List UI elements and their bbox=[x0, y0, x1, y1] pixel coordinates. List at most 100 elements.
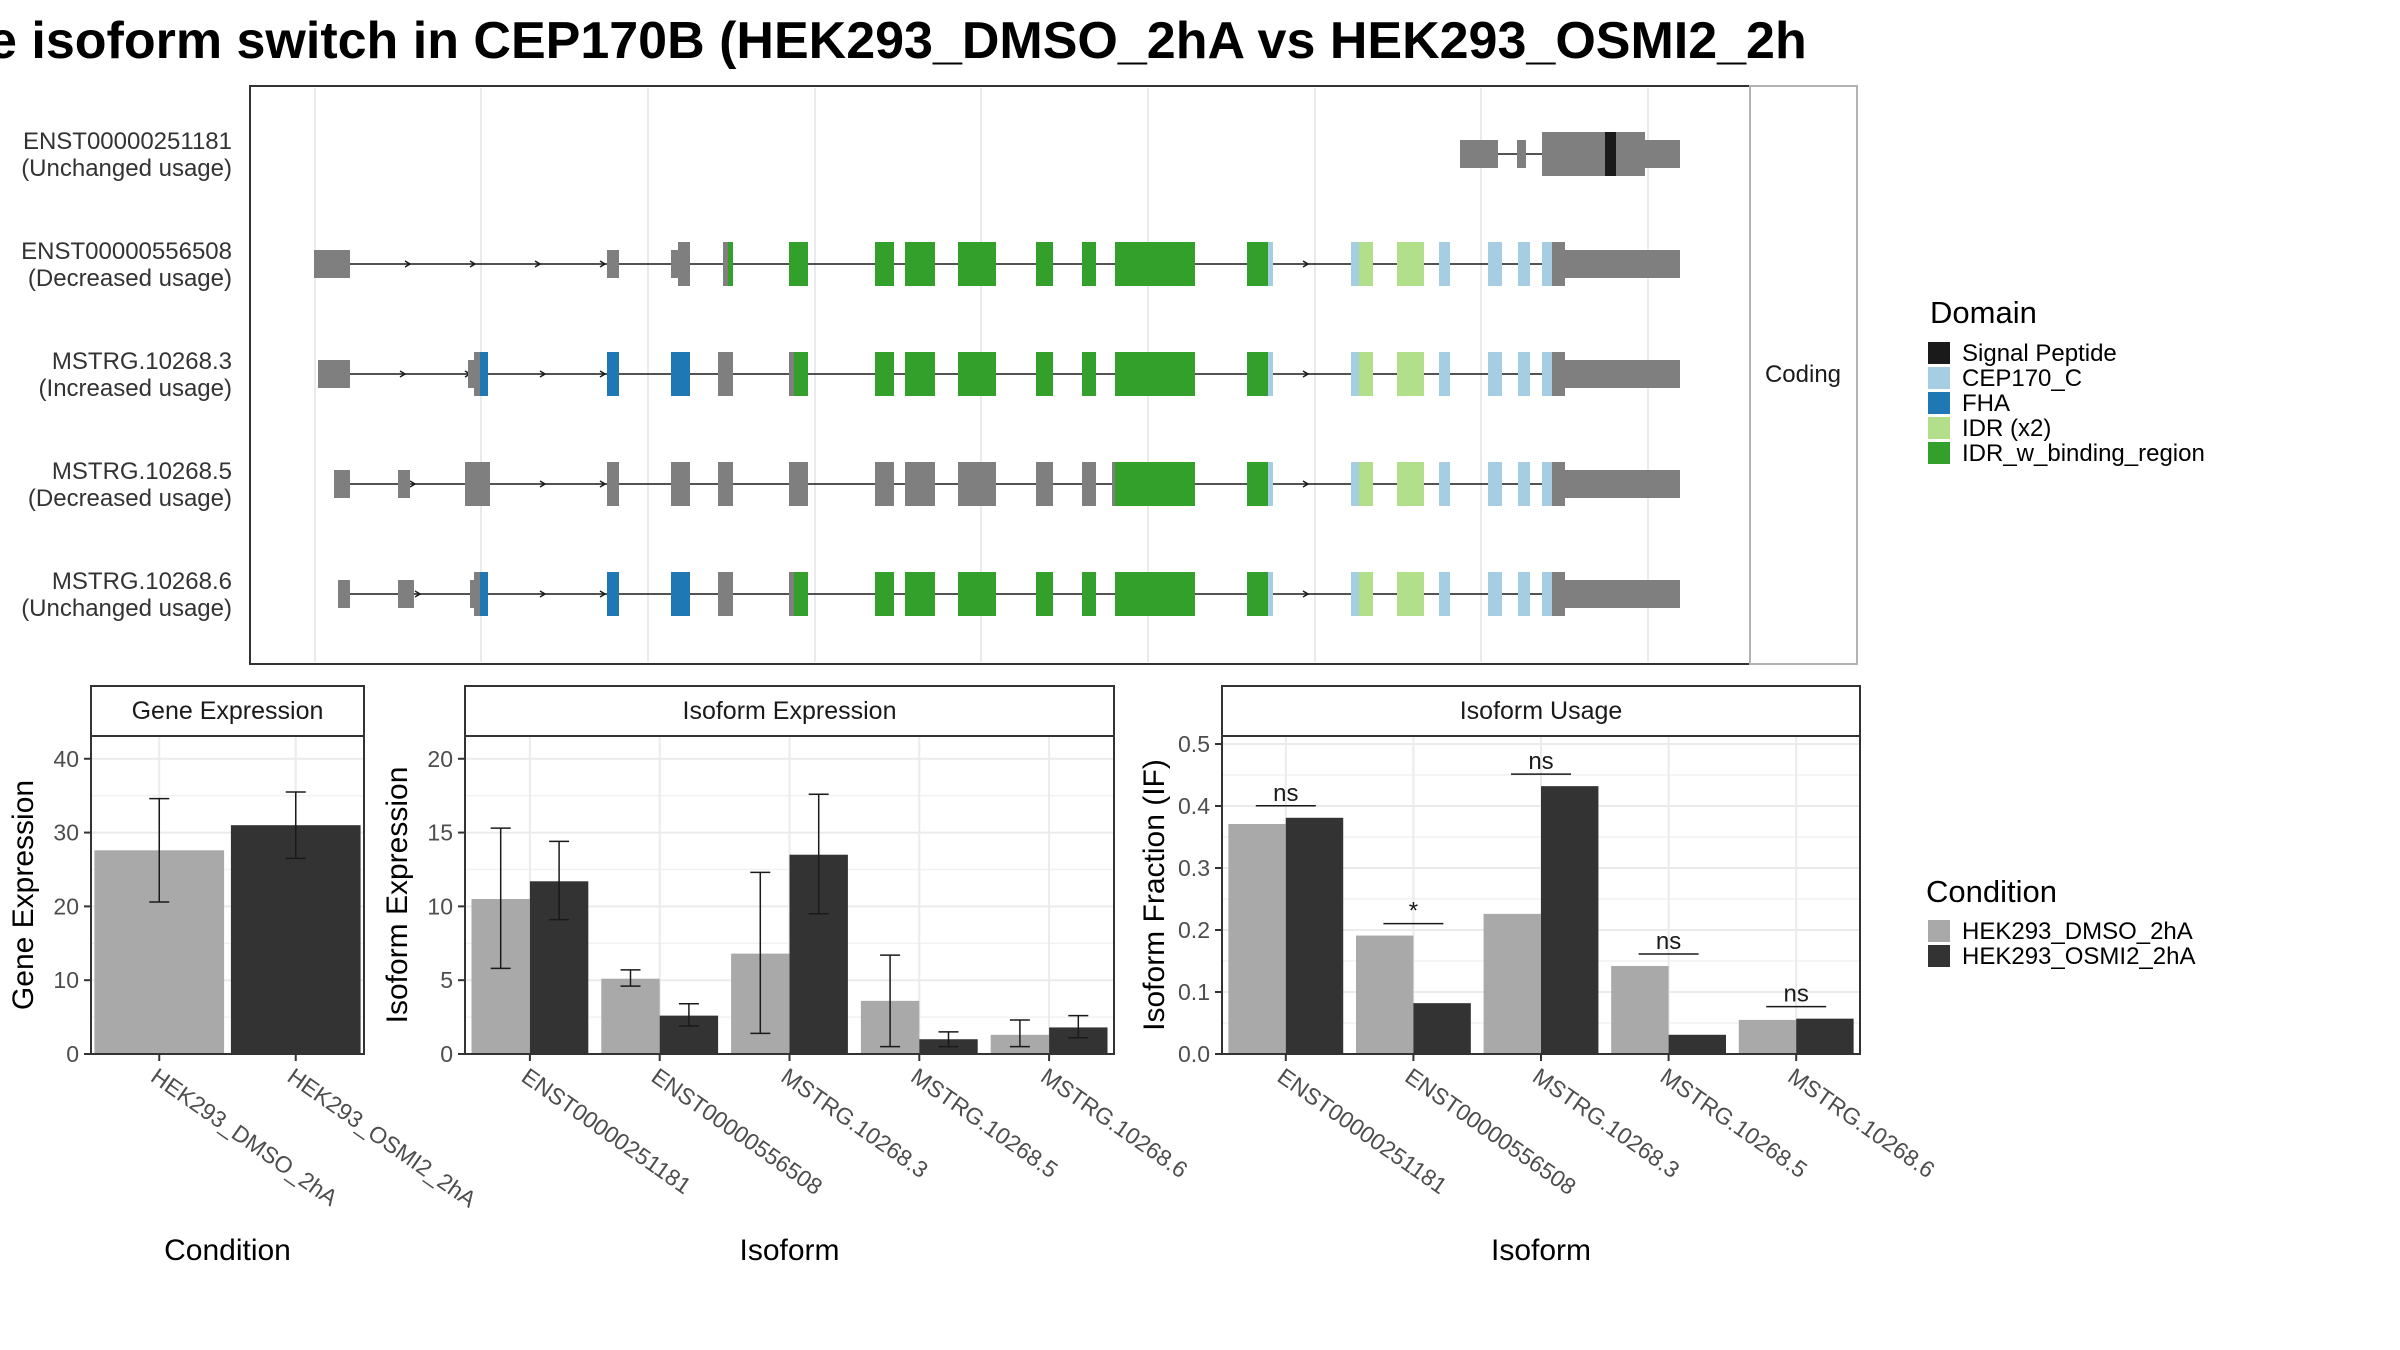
exon bbox=[607, 462, 619, 506]
legend-key-osmi2 bbox=[1928, 945, 1950, 967]
x-axis-title: Isoform bbox=[739, 1234, 839, 1267]
exon bbox=[671, 572, 690, 616]
bar bbox=[1228, 823, 1286, 1054]
panel-title: Gene Expression bbox=[132, 697, 324, 725]
exon bbox=[1517, 140, 1526, 168]
bar bbox=[230, 825, 361, 1054]
strand-arrow bbox=[599, 480, 607, 488]
strand-arrow bbox=[409, 480, 417, 488]
exon bbox=[1351, 352, 1359, 396]
exon bbox=[1542, 572, 1552, 616]
strand-arrow bbox=[599, 370, 607, 378]
x-axis-title: Condition bbox=[164, 1234, 291, 1267]
exon bbox=[1488, 572, 1502, 616]
exon bbox=[1616, 132, 1645, 176]
bar bbox=[1611, 965, 1669, 1054]
exon bbox=[1410, 462, 1424, 506]
exon bbox=[1247, 572, 1268, 616]
exon bbox=[1268, 462, 1273, 506]
exon bbox=[1565, 250, 1680, 278]
strand-arrow bbox=[599, 260, 607, 268]
significance-label: ns bbox=[1784, 981, 1809, 1008]
structure-tracks bbox=[314, 132, 1680, 616]
figure-title: e isoform switch in CEP170B (HEK293_DMSO… bbox=[0, 12, 1807, 70]
exon bbox=[718, 352, 733, 396]
exon bbox=[1115, 462, 1195, 506]
exon bbox=[671, 462, 690, 506]
x-axis-title: Isoform bbox=[1491, 1234, 1591, 1267]
legend-label: FHA bbox=[1962, 390, 2010, 417]
exon bbox=[678, 242, 690, 286]
exon bbox=[958, 242, 996, 286]
panel-strip bbox=[90, 685, 365, 737]
exon bbox=[1082, 352, 1096, 396]
exon bbox=[1397, 572, 1410, 616]
exon bbox=[1115, 352, 1195, 396]
legend-label: IDR_w_binding_region bbox=[1962, 440, 2205, 467]
y-tick-label: 20 bbox=[53, 893, 79, 919]
strand-arrow bbox=[539, 590, 547, 598]
exon bbox=[1082, 242, 1096, 286]
domain-legend-title: Domain bbox=[1930, 295, 2037, 330]
exon bbox=[1036, 242, 1053, 286]
exon bbox=[1605, 132, 1616, 176]
significance-label: * bbox=[1409, 898, 1418, 925]
legend-key-dmso bbox=[1928, 920, 1950, 942]
bar bbox=[1355, 935, 1414, 1054]
exon bbox=[1460, 140, 1498, 168]
strand-arrow bbox=[1302, 590, 1310, 598]
strand-arrow bbox=[1302, 260, 1310, 268]
exon bbox=[607, 352, 619, 396]
exon bbox=[1082, 572, 1096, 616]
plot-border bbox=[90, 735, 365, 1055]
strand-arrow bbox=[399, 370, 407, 378]
exon bbox=[1542, 132, 1605, 176]
exon bbox=[1488, 242, 1502, 286]
legend-label: CEP170_C bbox=[1962, 365, 2082, 392]
y-tick-label: 0.2 bbox=[1178, 917, 1210, 943]
strand-arrow bbox=[1302, 480, 1310, 488]
y-tick-label: 0 bbox=[66, 1041, 79, 1067]
strand-arrow bbox=[1302, 370, 1310, 378]
exon bbox=[905, 242, 935, 286]
facet-strip-label: Coding bbox=[1765, 361, 1841, 388]
y-tick-label: 0.3 bbox=[1178, 855, 1210, 881]
exon bbox=[671, 250, 678, 278]
y-axis-title: Isoform Expression bbox=[381, 767, 414, 1024]
panel-strip bbox=[1221, 685, 1861, 737]
exon bbox=[718, 462, 733, 506]
exon bbox=[718, 572, 733, 616]
y-tick-label: 20 bbox=[427, 746, 453, 772]
strand-arrow bbox=[404, 260, 412, 268]
exon bbox=[1565, 360, 1680, 388]
exon bbox=[723, 242, 728, 286]
track-id-label: MSTRG.10268.6 bbox=[52, 568, 232, 595]
bar bbox=[1738, 1019, 1797, 1054]
bar bbox=[1285, 817, 1344, 1054]
strand-arrow bbox=[469, 260, 477, 268]
y-tick-label: 0.5 bbox=[1178, 731, 1210, 757]
y-tick-label: 5 bbox=[440, 967, 453, 993]
exon bbox=[1359, 462, 1373, 506]
exon bbox=[1518, 352, 1530, 396]
exon bbox=[474, 352, 480, 396]
bar bbox=[1541, 786, 1599, 1054]
exon bbox=[1268, 572, 1273, 616]
exon bbox=[1410, 572, 1424, 616]
legend-label: IDR (x2) bbox=[1962, 415, 2051, 442]
strand-arrow bbox=[539, 480, 547, 488]
strand-arrow bbox=[539, 370, 547, 378]
exon bbox=[465, 462, 490, 506]
exon bbox=[1518, 242, 1530, 286]
legend-key-cep170-c bbox=[1928, 367, 1950, 389]
exon bbox=[1247, 242, 1268, 286]
bar bbox=[1796, 1018, 1854, 1054]
exon bbox=[1410, 242, 1424, 286]
exon bbox=[789, 462, 808, 506]
strand-arrow bbox=[599, 590, 607, 598]
significance-label: ns bbox=[1528, 748, 1553, 775]
bar bbox=[601, 978, 660, 1054]
plot-border bbox=[464, 735, 1115, 1055]
bar bbox=[1413, 1003, 1471, 1054]
